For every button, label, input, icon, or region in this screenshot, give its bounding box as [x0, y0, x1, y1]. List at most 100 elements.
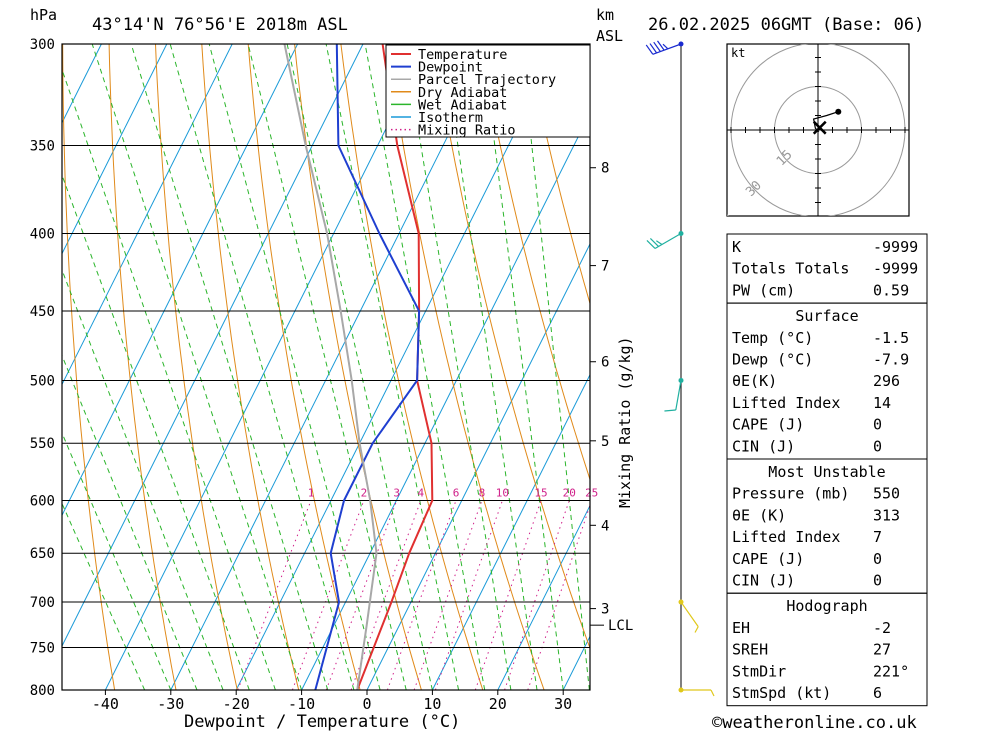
table-row-label: θE (K) — [732, 506, 786, 524]
wind-barb — [645, 40, 684, 55]
table-row-value: -1.5 — [873, 329, 909, 347]
wet-adiabat-line — [62, 173, 250, 690]
isotherm-line — [62, 44, 299, 517]
table-row-value: 0 — [873, 550, 882, 568]
wind-barb — [664, 377, 684, 412]
table-row-label: CAPE (J) — [732, 550, 804, 568]
table-row-value: 27 — [873, 641, 891, 659]
wind-barb-staff — [675, 380, 682, 411]
isotherm-line — [104, 44, 429, 690]
wet-adiabat-line — [364, 44, 486, 690]
credit-text: ©weatheronline.co.uk — [712, 713, 917, 733]
table-row-label: K — [732, 238, 741, 256]
x-tick-label: 30 — [554, 695, 572, 713]
storm-motion-marker — [812, 120, 827, 135]
legend-label: Parcel Trajectory — [418, 72, 556, 88]
wet-adiabat-line — [481, 44, 564, 690]
table-row-value: 296 — [873, 372, 900, 390]
table-row-label: Dewp (°C) — [732, 351, 813, 369]
table-row-value: -9999 — [873, 238, 918, 256]
pressure-tick-label: 700 — [30, 595, 55, 611]
wet-adiabat-line — [208, 44, 381, 690]
mixing-ratio-axis-label: Mixing Ratio (g/kg) — [616, 336, 634, 508]
table-row-value: 313 — [873, 506, 900, 524]
pressure-tick-label: 650 — [30, 546, 55, 562]
wind-barb-flag — [649, 43, 658, 54]
wind-barb-staff — [652, 43, 682, 55]
wet-adiabat-line — [403, 44, 512, 690]
x-tick-label: -30 — [157, 695, 184, 713]
table-row-value: 0 — [873, 572, 882, 590]
legend-label: Dry Adiabat — [418, 85, 507, 101]
hodograph-top-point — [835, 108, 842, 115]
km-tick-label: 3 — [601, 602, 609, 618]
table-row-value: -7.9 — [873, 351, 909, 369]
legend-box — [385, 44, 591, 138]
dry-adiabat-line — [433, 44, 590, 650]
isotherm-line — [62, 44, 364, 648]
table-row-label: CIN (J) — [732, 572, 795, 590]
x-tick-label: -10 — [288, 695, 315, 713]
table-row-label: Lifted Index — [732, 528, 840, 546]
dry-adiabat-line — [340, 44, 484, 690]
mixing-ratio-line — [386, 500, 457, 690]
dry-adiabat-line — [479, 44, 590, 482]
x-axis-label: Dewpoint / Temperature (°C) — [184, 712, 460, 732]
wet-adiabat-line — [325, 44, 460, 690]
wet-adiabat-line — [62, 268, 224, 690]
pressure-unit-label: hPa — [30, 6, 57, 24]
wind-barb-flag — [662, 43, 669, 50]
wind-barb — [646, 230, 684, 249]
table-row-value: -9999 — [873, 260, 918, 278]
km-tick-label: 5 — [601, 434, 609, 450]
datetime-title: 26.02.2025 06GMT (Base: 06) — [648, 15, 924, 35]
mixing-ratio-line — [237, 500, 312, 690]
dry-adiabat-line — [108, 44, 177, 690]
parcel-trajectory-line — [283, 44, 378, 690]
wet-adiabat-line — [169, 44, 355, 690]
index-tables: K -9999 Totals Totals -9999 PW (cm) 0.59 Surfa… — [726, 233, 928, 707]
legend-label: Dewpoint — [418, 60, 483, 76]
dry-adiabat-line — [154, 44, 238, 690]
mixing-ratio-label: 8 — [479, 487, 486, 500]
wet-adiabat-line — [91, 44, 303, 690]
table-row-value: 221° — [873, 662, 909, 680]
mixing-ratio-label: 10 — [496, 487, 509, 500]
mixing-ratio-line — [291, 500, 365, 690]
hodograph-table-box — [726, 592, 928, 707]
dry-adiabat-line — [294, 44, 422, 690]
temperature-axis: -40 -30 -20 -10 0 10 20 30 — [92, 690, 572, 713]
pressure-tick-label: 400 — [30, 226, 55, 242]
table-row-label: Pressure (mb) — [732, 485, 849, 503]
dry-adiabat-line — [247, 44, 361, 690]
table-row-label: EH — [732, 619, 750, 637]
x-tick-label: 20 — [489, 695, 507, 713]
mixing-ratio-labels: 1 2 3 4 6 8 10 15 20 25 — [308, 487, 599, 500]
wet-adiabat-line — [62, 354, 198, 690]
table-row-value: 550 — [873, 485, 900, 503]
wet-adiabat-line — [130, 44, 329, 690]
isotherm-line — [62, 44, 233, 386]
isotherm-line — [235, 44, 560, 690]
wind-barb — [678, 687, 715, 697]
wet-adiabat-line — [62, 502, 146, 690]
mixing-ratio-label: 2 — [361, 487, 368, 500]
pressure-tick-label: 750 — [30, 640, 55, 656]
pressure-tick-label: 450 — [30, 304, 55, 320]
mixing-ratio-label: 6 — [453, 487, 460, 500]
km-tick-label: 4 — [601, 518, 609, 534]
background-lines — [62, 22, 1000, 690]
wind-barb-flag — [694, 626, 699, 633]
pressure-axis: 300 350 400 450 500 550 600 650 700 750 800 — [30, 37, 55, 699]
wind-barb-staff — [680, 601, 699, 627]
table-row-value: 7 — [873, 528, 882, 546]
lcl-label: LCL — [608, 618, 633, 634]
km-unit-label: km — [596, 6, 614, 24]
wet-adiabat-line — [520, 44, 590, 690]
dewpoint-line — [314, 44, 421, 690]
dry-adiabat-line — [981, 22, 1000, 690]
wind-profile — [645, 40, 715, 697]
mixing-ratio-label: 4 — [417, 487, 424, 500]
